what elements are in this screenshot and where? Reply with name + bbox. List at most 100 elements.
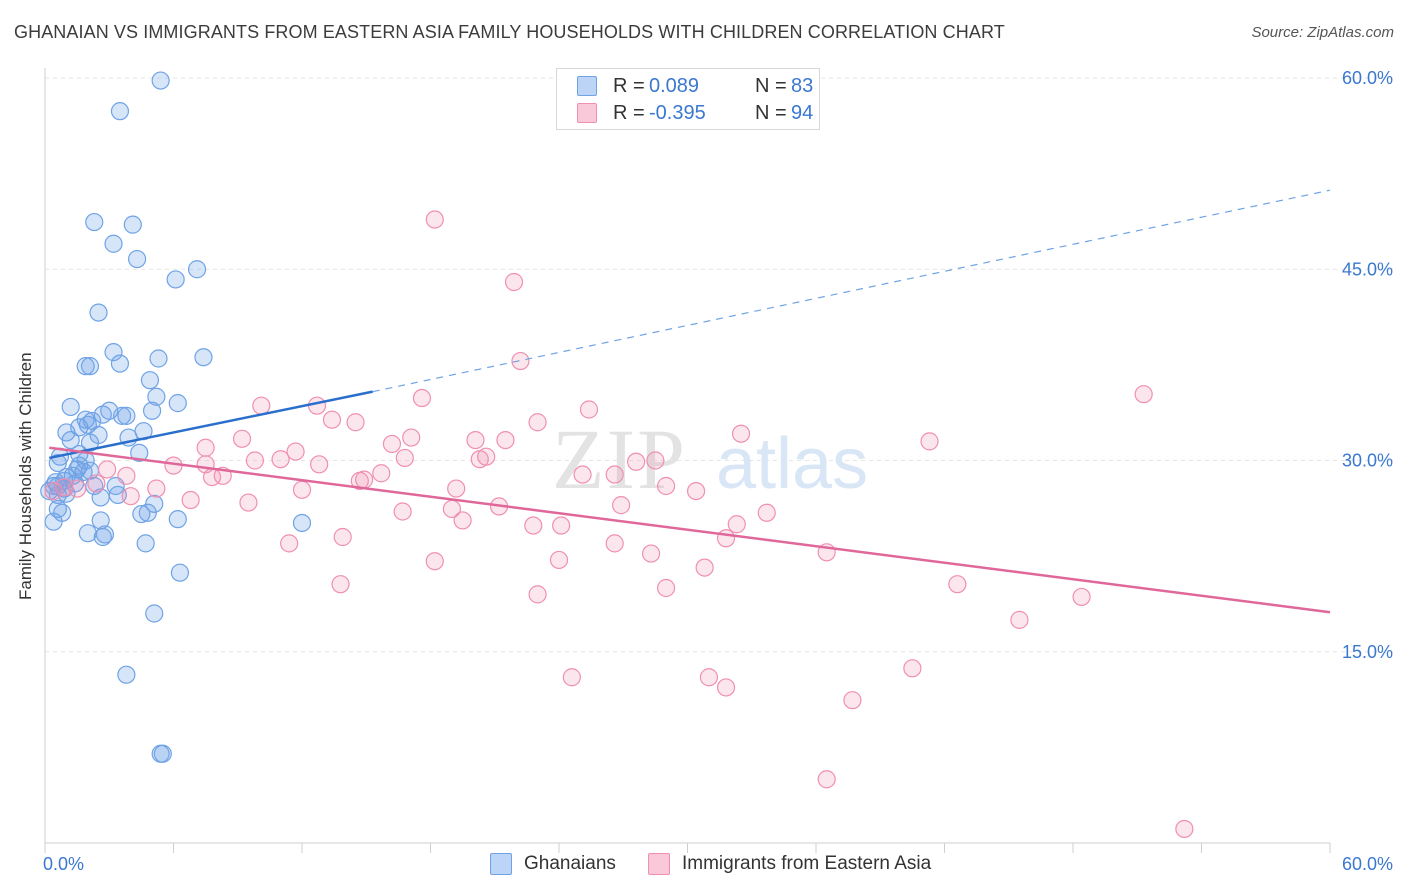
eastern-asia-point	[68, 479, 87, 498]
eastern-asia-point	[382, 434, 402, 454]
ghanaian-point	[61, 397, 80, 417]
legend-swatch-ghanaians	[577, 76, 597, 96]
eastern-asia-point	[656, 578, 676, 598]
eastern-asia-point	[117, 466, 136, 485]
eastern-asia-point	[310, 455, 329, 474]
legend-n-value: 83	[791, 75, 814, 97]
eastern-asia-point	[307, 396, 327, 415]
ghanaians-trend-line	[49, 390, 373, 460]
ghanaian-point	[151, 71, 170, 90]
ghanaian-point	[48, 453, 67, 473]
ghanaian-point	[132, 504, 151, 524]
ghanaian-point	[153, 744, 172, 763]
eastern-asia-point	[147, 479, 166, 498]
ghanaian-point	[147, 387, 166, 406]
ghanaian-point	[138, 503, 157, 522]
eastern-asia-point	[447, 479, 466, 498]
eastern-asia-point	[322, 410, 342, 429]
stats-legend: R = 0.089 N = 83 R = -0.395 N = 94	[556, 68, 820, 130]
eastern-asia-point	[903, 659, 922, 678]
legend-r-value: 0.089	[649, 75, 700, 97]
gridlines	[45, 77, 1394, 653]
legend-n-value: 94	[791, 102, 814, 124]
eastern-asia-point	[562, 668, 581, 687]
y-tick-label: 15.0%	[1342, 642, 1393, 662]
watermark-atlas: atlas	[716, 424, 868, 504]
axes	[44, 68, 1331, 853]
watermark: ZIP atlas	[552, 411, 868, 507]
x-tick-label: 0.0%	[43, 854, 84, 874]
eastern-asia-point	[121, 487, 140, 506]
y-tick-label: 30.0%	[1342, 451, 1393, 471]
eastern-asia-point	[579, 400, 599, 419]
eastern-asia-point	[843, 691, 862, 710]
eastern-asia-point	[716, 678, 736, 697]
eastern-asia-point	[605, 465, 624, 484]
eastern-asia-point	[727, 515, 746, 534]
eastern-asia-point	[470, 450, 489, 469]
bottom-legend-label: Immigrants from Eastern Asia	[682, 853, 932, 874]
ghanaian-point	[104, 343, 123, 362]
eastern-asia-point	[528, 585, 547, 604]
eastern-asia-point	[695, 558, 714, 577]
ghanaian-point	[123, 215, 142, 234]
eastern-asia-point	[271, 450, 290, 469]
eastern-asia-point	[346, 413, 365, 432]
ghanaian-point	[170, 563, 190, 582]
eastern-asia-point	[524, 516, 543, 535]
eastern-asia-point	[626, 452, 646, 471]
ghanaian-point	[108, 485, 127, 505]
ghanaian-point	[93, 527, 112, 547]
eastern-asia-point	[333, 527, 352, 547]
ghanaian-point	[117, 406, 136, 425]
eastern-asia-point	[196, 438, 215, 457]
ghanaian-point	[130, 443, 149, 462]
legend-n-label: N =	[755, 75, 787, 97]
legend-r-label: R =	[613, 102, 645, 124]
ghanaian-point	[112, 406, 132, 425]
ghanaian-point	[95, 525, 115, 544]
ghanaian-point	[136, 534, 155, 553]
ghanaian-point	[194, 348, 213, 367]
ghanaian-point	[78, 524, 97, 543]
eastern-asia-point	[549, 550, 569, 570]
eastern-asia-point	[731, 424, 751, 443]
eastern-asia-point	[716, 529, 736, 548]
source-label: Source: ZipAtlas.com	[1251, 24, 1394, 41]
eastern-asia-point	[350, 471, 369, 490]
eastern-asia-point	[232, 429, 252, 448]
eastern-asia-point	[686, 482, 706, 501]
eastern-asia-point	[817, 770, 836, 789]
eastern-asia-point	[372, 464, 391, 483]
eastern-asia-point	[239, 493, 258, 512]
eastern-asia-point	[402, 428, 421, 447]
eastern-asia-point	[612, 496, 631, 515]
ghanaian-point	[142, 401, 162, 420]
eastern-asia-point	[425, 210, 444, 229]
eastern-asia-point	[504, 272, 524, 292]
bottom-legend-swatch-ghanaians	[490, 853, 512, 875]
eastern-asia-point	[466, 431, 485, 450]
eastern-asia-point	[425, 552, 444, 571]
x-tick-label: 60.0%	[1342, 854, 1393, 874]
eastern-asia-point	[292, 480, 312, 499]
eastern-asia-point	[393, 502, 412, 521]
ghanaian-point	[149, 349, 168, 368]
trend-lines	[49, 189, 1331, 614]
legend-n-label: N =	[755, 102, 787, 124]
eastern-asia-point	[641, 544, 661, 563]
eastern-asia-trend-line	[49, 446, 1331, 614]
legend-r-value: -0.395	[649, 102, 706, 124]
eastern-asia-point	[656, 476, 676, 496]
watermark-zip: ZIP	[552, 411, 687, 507]
ghanaian-point	[145, 604, 164, 623]
eastern-asia-point	[286, 442, 305, 461]
legend-r-label: R =	[613, 75, 645, 97]
eastern-asia-point	[98, 460, 117, 479]
eastern-asia-point	[552, 516, 571, 535]
eastern-asia-point	[453, 511, 472, 530]
eastern-asia-point	[496, 431, 515, 450]
ghanaian-point	[145, 494, 164, 513]
ghanaian-point	[89, 303, 108, 322]
